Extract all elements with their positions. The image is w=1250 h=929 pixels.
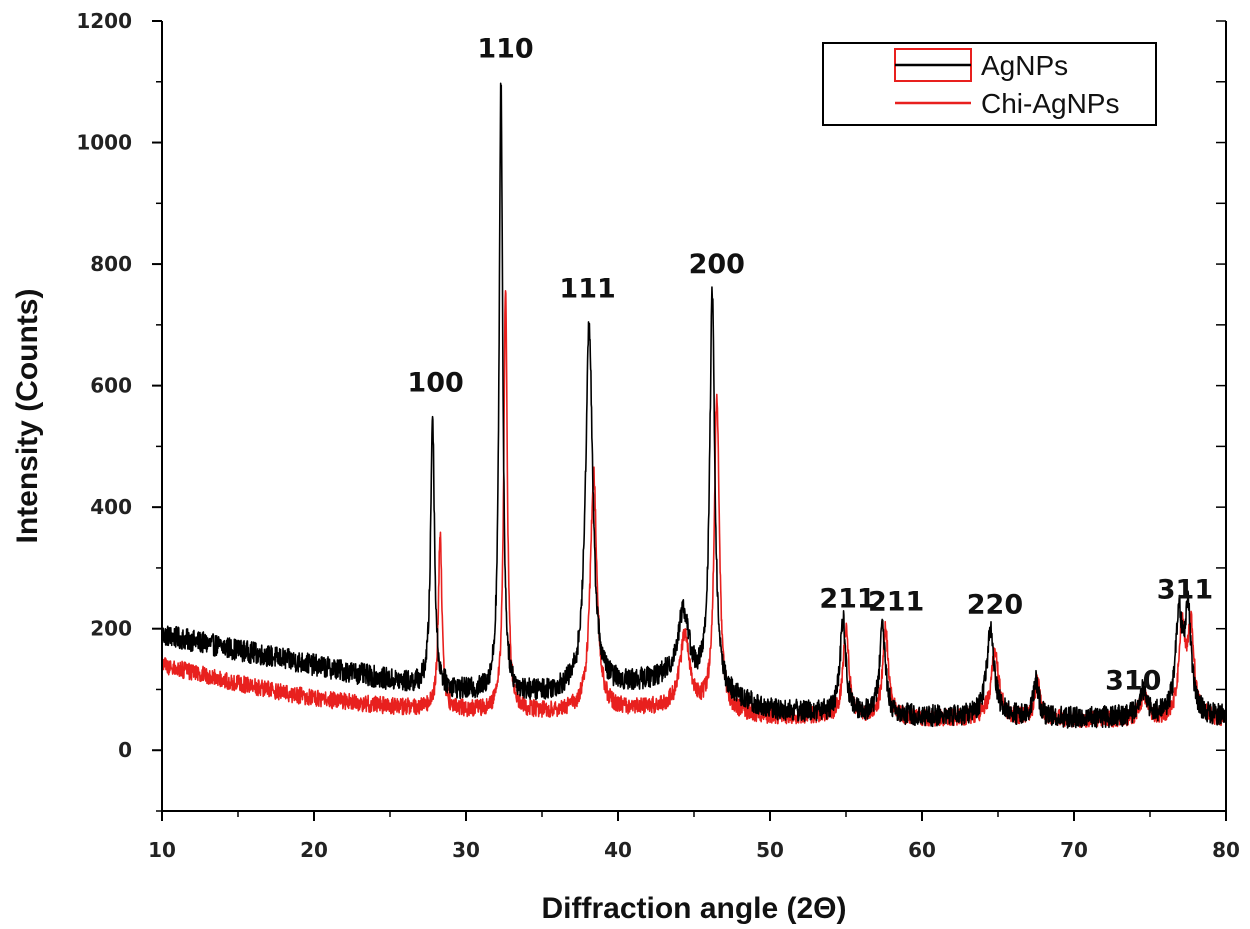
series-line-agnps: [161, 82, 1227, 729]
series-layer: [161, 82, 1227, 729]
peak-label-211-4: 211: [819, 583, 875, 614]
x-axis-title: Diffraction angle (2Θ): [541, 892, 846, 925]
y-tick-label-800: 800: [90, 252, 132, 276]
legend-label-0: AgNPs: [981, 50, 1068, 81]
y-tick-label-200: 200: [90, 617, 132, 641]
x-tick-label-70: 70: [1060, 838, 1088, 862]
peak-label-311-8: 311: [1157, 574, 1213, 605]
y-tick-label-1200: 1200: [76, 9, 132, 33]
x-tick-label-10: 10: [148, 838, 176, 862]
y-tick-label-1000: 1000: [76, 131, 132, 155]
peak-label-111-2: 111: [559, 274, 615, 305]
x-tick-label-30: 30: [452, 838, 480, 862]
x-tick-label-60: 60: [908, 838, 936, 862]
y-axis-title: Intensity (Counts): [11, 289, 44, 544]
peak-label-211-5: 211: [868, 586, 924, 617]
legend-box: [822, 42, 1157, 126]
y-tick-label-400: 400: [90, 495, 132, 519]
y-tick-label-0: 0: [118, 738, 132, 762]
plot-area: [162, 21, 1226, 811]
peak-label-200-3: 200: [689, 249, 745, 280]
legend: AgNPs Chi-AgNPs: [822, 42, 1157, 126]
x-tick-label-50: 50: [756, 838, 784, 862]
peak-label-110-1: 110: [477, 33, 533, 64]
x-tick-label-80: 80: [1212, 838, 1240, 862]
legend-label-1: Chi-AgNPs: [981, 88, 1119, 119]
plot-background: [162, 21, 1226, 811]
peak-label-220-6: 220: [967, 590, 1023, 621]
peak-label-310-7: 310: [1105, 665, 1161, 696]
x-tick-label-40: 40: [604, 838, 632, 862]
peak-label-100-0: 100: [407, 368, 463, 399]
y-tick-label-600: 600: [90, 374, 132, 398]
x-tick-label-20: 20: [300, 838, 328, 862]
